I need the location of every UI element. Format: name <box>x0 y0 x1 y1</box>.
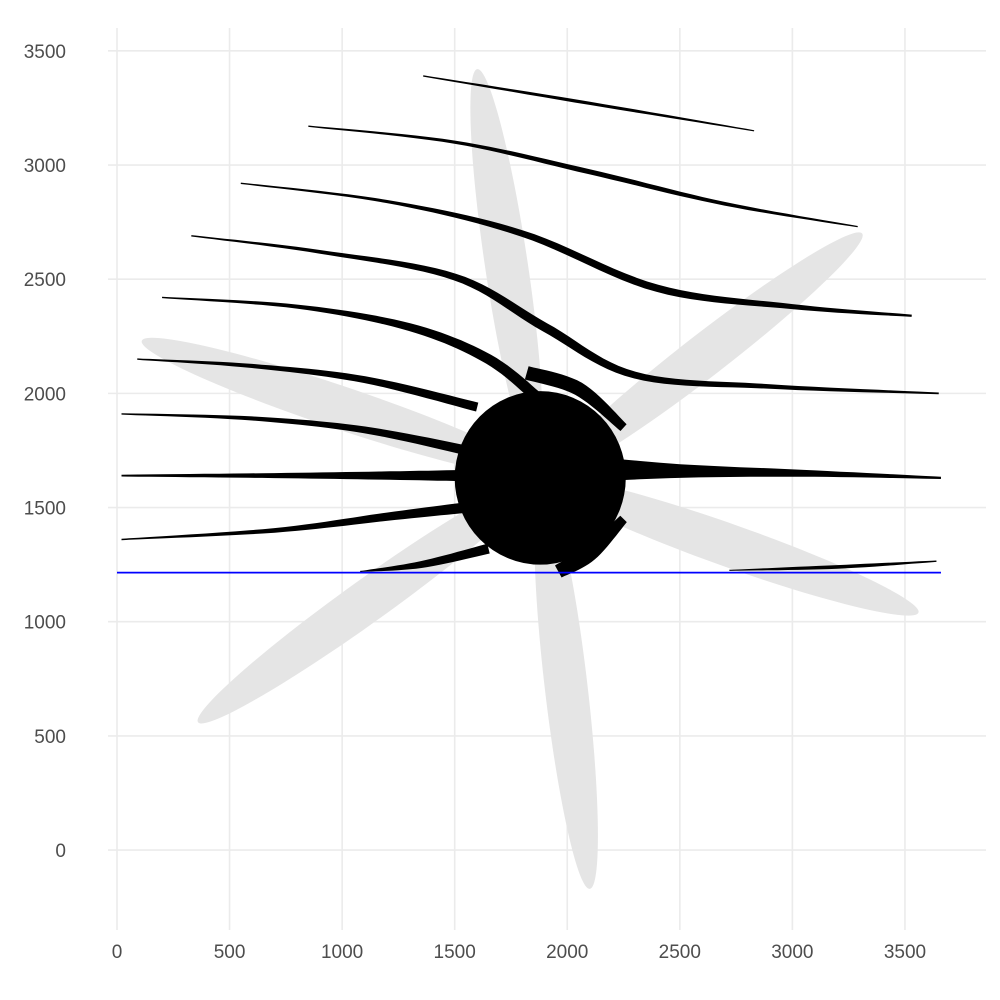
x-tick-label: 2000 <box>546 942 588 963</box>
x-tick-label: 3500 <box>884 942 926 963</box>
petal-0 <box>470 69 543 462</box>
y-tick-label: 3500 <box>24 42 66 63</box>
streamline-9 <box>360 543 490 573</box>
y-tick-label: 2000 <box>24 384 66 405</box>
streamline-6 <box>121 413 479 458</box>
streamline-4 <box>162 296 544 405</box>
x-tick-label: 500 <box>214 942 246 963</box>
x-tick-label: 2500 <box>659 942 701 963</box>
y-tick-label: 2500 <box>24 270 66 291</box>
streamline-1 <box>308 125 858 228</box>
petal-3 <box>534 484 598 889</box>
streamline-13 <box>729 560 937 571</box>
x-tick-label: 1000 <box>321 942 363 963</box>
streamline-0 <box>423 75 755 132</box>
y-tick-label: 0 <box>55 841 66 862</box>
y-tick-label: 3000 <box>24 156 66 177</box>
petal-2 <box>544 477 919 616</box>
y-tick-label: 500 <box>34 727 66 748</box>
x-axis-ticks: 0 500 1000 1500 2000 2500 3000 3500 <box>112 942 926 963</box>
streamline-layer <box>121 75 941 578</box>
y-tick-label: 1000 <box>24 613 66 634</box>
x-tick-label: 0 <box>112 942 123 963</box>
center-circle <box>454 391 626 565</box>
x-tick-label: 1500 <box>434 942 476 963</box>
streamline-11 <box>524 366 627 431</box>
y-axis-ticks: 0 500 1000 1500 2000 2500 3000 3500 <box>24 42 66 862</box>
x-tick-label: 3000 <box>771 942 813 963</box>
petal-4 <box>197 478 537 724</box>
streamline-5 <box>137 358 479 412</box>
petal-1 <box>548 232 863 477</box>
y-tick-label: 1500 <box>24 499 66 520</box>
streamline-7 <box>121 469 500 482</box>
streamline-10 <box>576 455 941 483</box>
